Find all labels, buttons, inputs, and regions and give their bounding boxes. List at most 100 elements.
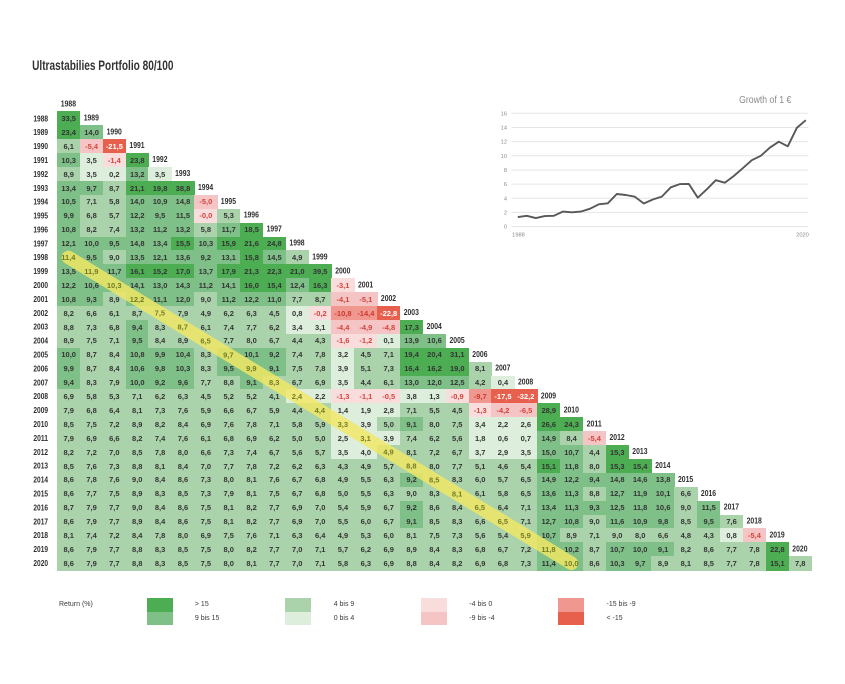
svg-text:1995: 1995: [33, 212, 48, 221]
svg-text:4,9: 4,9: [383, 448, 393, 457]
svg-text:1992: 1992: [152, 154, 167, 164]
svg-text:4,4: 4,4: [315, 406, 326, 415]
svg-text:2005: 2005: [33, 351, 48, 360]
svg-text:2018: 2018: [33, 531, 48, 540]
svg-text:11,4: 11,4: [61, 253, 76, 262]
svg-text:0: 0: [504, 225, 507, 231]
svg-text:2003: 2003: [33, 323, 48, 332]
svg-text:1994: 1994: [33, 198, 48, 207]
svg-text:1991: 1991: [129, 140, 144, 150]
svg-text:2020: 2020: [796, 232, 809, 238]
svg-text:11,8: 11,8: [541, 545, 555, 554]
svg-text:6,5: 6,5: [498, 517, 508, 526]
svg-text:2011: 2011: [33, 434, 48, 443]
svg-text:2: 2: [504, 211, 507, 217]
svg-text:2006: 2006: [472, 349, 487, 359]
svg-text:12: 12: [501, 140, 507, 146]
svg-text:6,5: 6,5: [200, 336, 210, 345]
svg-text:2019: 2019: [33, 545, 48, 554]
svg-text:2000: 2000: [335, 265, 350, 275]
svg-text:1993: 1993: [175, 168, 190, 178]
svg-text:8: 8: [504, 168, 507, 174]
svg-text:2014: 2014: [655, 460, 670, 470]
svg-text:1997: 1997: [267, 224, 282, 234]
svg-text:Ultrastabilies Portfolio 80/10: Ultrastabilies Portfolio 80/100: [32, 57, 174, 73]
svg-text:2010: 2010: [33, 420, 48, 429]
svg-text:1998: 1998: [33, 253, 48, 262]
svg-text:2012: 2012: [33, 448, 48, 457]
svg-text:2001: 2001: [358, 279, 373, 289]
svg-text:1990: 1990: [33, 142, 48, 151]
svg-text:8,3: 8,3: [269, 378, 279, 387]
svg-text:7,5: 7,5: [155, 309, 165, 318]
svg-text:1992: 1992: [33, 170, 48, 179]
svg-text:16: 16: [501, 111, 507, 117]
svg-text:1994: 1994: [198, 182, 213, 192]
svg-text:1988: 1988: [33, 114, 48, 123]
svg-text:9,7: 9,7: [223, 350, 233, 359]
svg-text:1989: 1989: [33, 128, 48, 137]
svg-text:2017: 2017: [724, 502, 739, 512]
svg-text:8,1: 8,1: [452, 489, 462, 498]
svg-text:1989: 1989: [84, 113, 99, 123]
svg-text:2001: 2001: [33, 295, 48, 304]
svg-text:1991: 1991: [33, 156, 48, 165]
svg-text:1995: 1995: [221, 196, 236, 206]
svg-text:14: 14: [501, 126, 507, 132]
svg-text:10: 10: [501, 154, 507, 160]
svg-text:2000: 2000: [33, 281, 48, 290]
svg-text:8,8: 8,8: [406, 462, 416, 471]
svg-text:2009: 2009: [541, 390, 556, 400]
svg-text:2004: 2004: [427, 321, 442, 331]
svg-text:2003: 2003: [404, 307, 419, 317]
svg-text:8,7: 8,7: [177, 323, 187, 332]
svg-text:2013: 2013: [33, 462, 48, 471]
svg-text:10,3: 10,3: [107, 281, 122, 290]
svg-text:5,9: 5,9: [520, 531, 530, 540]
svg-text:11,9: 11,9: [84, 267, 98, 276]
svg-text:1996: 1996: [244, 210, 259, 220]
svg-text:2012: 2012: [610, 432, 625, 442]
svg-text:1999: 1999: [312, 252, 327, 262]
svg-text:1999: 1999: [33, 267, 48, 276]
svg-text:1988: 1988: [61, 99, 76, 109]
svg-text:2017: 2017: [33, 517, 48, 526]
svg-text:2016: 2016: [33, 503, 48, 512]
svg-text:3,3: 3,3: [338, 420, 348, 429]
svg-text:1997: 1997: [33, 239, 48, 248]
svg-text:2005: 2005: [450, 335, 465, 345]
svg-text:10,0: 10,0: [564, 559, 579, 568]
svg-text:2011: 2011: [587, 418, 602, 428]
svg-text:6: 6: [504, 182, 507, 188]
svg-text:1993: 1993: [33, 184, 48, 193]
svg-text:2016: 2016: [701, 488, 716, 498]
svg-text:4: 4: [504, 196, 507, 202]
svg-text:2018: 2018: [747, 516, 762, 526]
svg-text:2015: 2015: [33, 490, 48, 499]
svg-text:2007: 2007: [495, 363, 510, 373]
svg-text:2014: 2014: [33, 476, 48, 485]
svg-text:2020: 2020: [792, 543, 807, 553]
svg-text:2002: 2002: [381, 293, 396, 303]
svg-text:8,5: 8,5: [429, 476, 439, 485]
svg-text:1988: 1988: [512, 232, 525, 238]
svg-text:2020: 2020: [33, 559, 48, 568]
svg-text:2010: 2010: [564, 404, 579, 414]
svg-text:2015: 2015: [678, 474, 693, 484]
svg-text:2006: 2006: [33, 364, 48, 373]
svg-text:1998: 1998: [289, 238, 304, 248]
svg-text:2008: 2008: [518, 377, 533, 387]
svg-text:2019: 2019: [770, 530, 785, 540]
svg-text:2,4: 2,4: [292, 392, 303, 401]
svg-text:1996: 1996: [33, 226, 48, 235]
svg-text:9,9: 9,9: [246, 364, 256, 373]
svg-text:1990: 1990: [107, 126, 122, 136]
svg-text:2008: 2008: [33, 392, 48, 401]
svg-text:2007: 2007: [33, 378, 48, 387]
svg-text:Growth of 1 €: Growth of 1 €: [739, 95, 791, 106]
svg-text:2004: 2004: [33, 337, 48, 346]
svg-text:6,5: 6,5: [475, 503, 485, 512]
svg-text:2013: 2013: [632, 446, 647, 456]
svg-text:2002: 2002: [33, 309, 48, 318]
svg-text:3,1: 3,1: [360, 434, 370, 443]
